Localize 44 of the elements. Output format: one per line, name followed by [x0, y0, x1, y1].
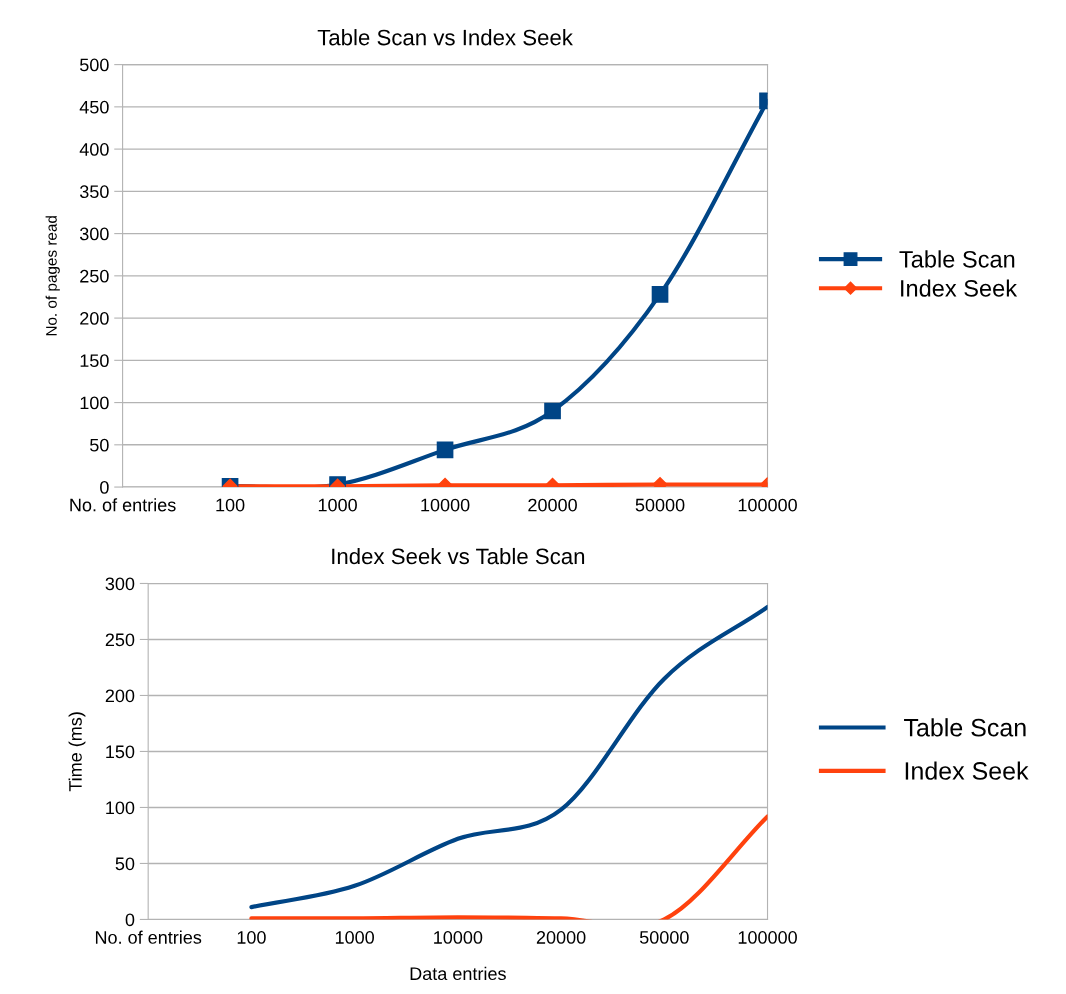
y-tick-label: 300 [105, 577, 135, 591]
y-tick-label: 300 [79, 227, 109, 241]
y-tick-label: 0 [100, 480, 109, 494]
y-tick-label: 200 [80, 312, 109, 325]
y-tick-label: 250 [80, 269, 109, 283]
x-tick-label: 100000 [738, 498, 797, 512]
legend-label: Index Seek [901, 279, 1018, 297]
x-tick-label: 50000 [635, 498, 685, 512]
y-tick-label: 50 [90, 438, 109, 452]
x-tick-label: No. of entries [70, 498, 176, 512]
y-tick-label: 100 [106, 801, 135, 815]
x-tick-label: 10000 [434, 931, 483, 944]
line-series [249, 604, 768, 910]
x-tick-label: 1000 [335, 931, 374, 944]
point [651, 286, 669, 303]
x-tick-label: 50000 [639, 931, 689, 944]
x-tick-label: 100 [237, 931, 266, 944]
y-tick-label: 350 [79, 185, 109, 199]
x-tick-label: 1000 [318, 498, 357, 512]
x-axis-title: Data entries [410, 966, 506, 981]
y-tick-label: 500 [80, 58, 109, 72]
chart-title: Index Seek vs Table Scan [332, 547, 585, 565]
legend-label: Table Scan [904, 718, 1026, 737]
y-tick-label: 450 [79, 100, 109, 114]
y-tick-label: 100 [80, 396, 109, 410]
x-tick-label: 100 [216, 498, 245, 512]
legend-label: Table Scan [899, 250, 1015, 268]
y-axis-title: Time (ms) [68, 712, 86, 792]
chart-title: Table Scan vs Index Seek [317, 29, 573, 46]
x-tick-label: 20000 [528, 498, 577, 512]
y-tick-label: 0 [125, 913, 135, 927]
y-tick-label: 150 [80, 354, 109, 368]
x-tick-label: 100000 [738, 931, 797, 944]
x-tick-label: 10000 [421, 498, 470, 512]
legend-label: Index Seek [905, 761, 1029, 780]
y-tick-label: 50 [115, 857, 135, 871]
x-tick-label: 20000 [536, 931, 586, 944]
y-axis-title: No. of pages read [45, 216, 60, 336]
x-tick-label: No. of entries [95, 930, 202, 944]
line-series [249, 814, 768, 920]
y-tick-label: 200 [105, 689, 135, 703]
y-tick-label: 250 [105, 633, 135, 647]
y-tick-label: 150 [106, 745, 135, 759]
y-tick-label: 400 [79, 143, 109, 156]
